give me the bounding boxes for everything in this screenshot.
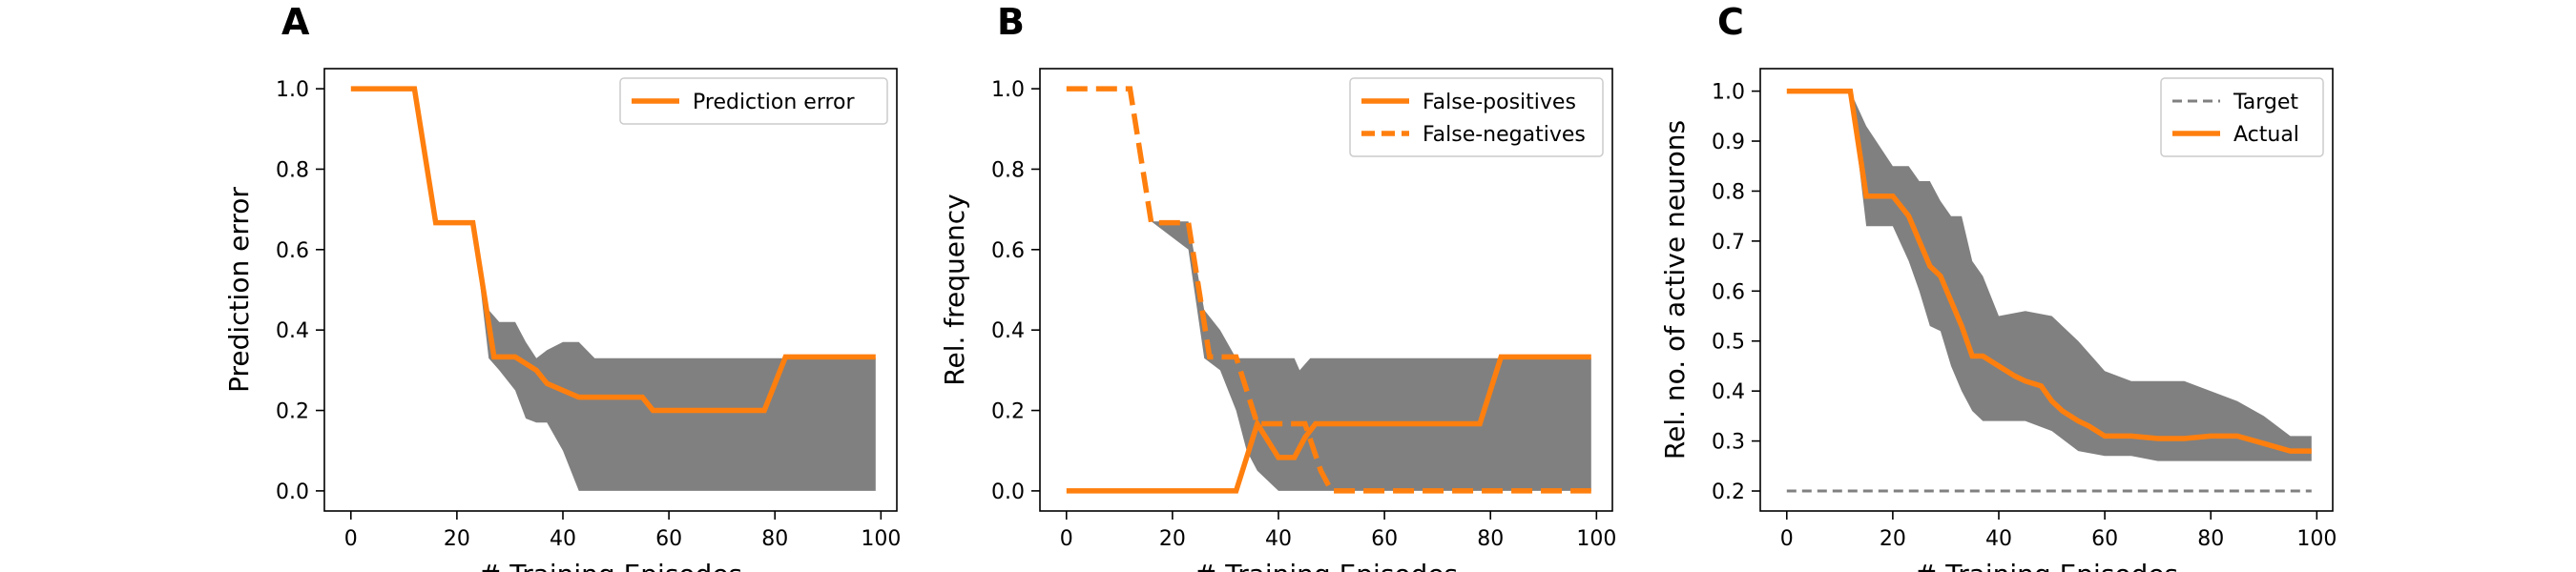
y-axis-label: Prediction error <box>223 187 255 393</box>
legend-label: Prediction error <box>693 91 855 114</box>
axes-frame <box>1759 68 2334 512</box>
y-tick-label: 0.8 <box>1712 180 1745 204</box>
legend-box <box>1349 77 1604 157</box>
x-axis-label: # Training Episodes <box>1195 559 1458 572</box>
y-tick-label: 0.6 <box>1712 280 1745 304</box>
variability-band <box>1786 91 2312 461</box>
y-tick-label: 1.0 <box>1712 81 1745 105</box>
y-tick-label: 0.4 <box>991 319 1025 343</box>
x-tick-label: 60 <box>2091 527 2118 551</box>
x-tick-label: 80 <box>2197 527 2224 551</box>
x-tick-label: 80 <box>761 527 788 551</box>
x-tick-label: 40 <box>550 527 576 551</box>
legend-box <box>619 77 888 125</box>
variability-band <box>350 89 876 491</box>
series-line-actual <box>1786 88 2312 454</box>
legend-box <box>2160 77 2324 157</box>
y-axis-label: Rel. frequency <box>939 194 970 385</box>
y-tick-label: 0.0 <box>991 480 1025 504</box>
x-tick-label: 100 <box>1576 527 1616 551</box>
legend-label: Target <box>2233 91 2298 114</box>
y-tick-label: 0.4 <box>276 319 309 343</box>
legend: Target Actual <box>2160 77 2324 157</box>
x-tick-label: 0 <box>1780 527 1794 551</box>
series-line-false-negatives <box>1066 86 1591 494</box>
y-tick-label: 0.5 <box>1712 331 1745 355</box>
y-tick-label: 1.0 <box>991 78 1025 102</box>
y-tick-label: 0.4 <box>1712 380 1745 404</box>
x-axis-label: # Training Episodes <box>1915 559 2178 572</box>
y-tick-label: 0.9 <box>1712 131 1745 154</box>
chart-panel-c: 0 20 40 60 80 100 0.2 0.3 0.4 0.5 0.6 0.7 0.8 0.9 1.0 #… <box>1659 1 2337 572</box>
series-line-prediction-error <box>350 86 876 414</box>
x-tick-label: 80 <box>1477 527 1504 551</box>
y-tick-label: 1.0 <box>276 78 309 102</box>
x-tick-label: 60 <box>1371 527 1398 551</box>
x-tick-label: 20 <box>1880 527 1906 551</box>
y-tick-label: 0.2 <box>276 400 309 424</box>
x-tick-label: 0 <box>1060 527 1073 551</box>
y-tick-label: 0.6 <box>991 239 1025 263</box>
y-tick-label: 0.8 <box>991 158 1025 182</box>
x-tick-label: 0 <box>344 527 358 551</box>
legend: False-positives False-negatives <box>1349 77 1604 157</box>
series-line-false-positives <box>1066 354 1591 494</box>
x-tick-label: 100 <box>2296 527 2337 551</box>
x-tick-label: 40 <box>1265 527 1292 551</box>
axes-frame <box>1039 68 1613 512</box>
y-tick-label: 0.2 <box>1712 480 1745 504</box>
panel-label: C <box>1717 1 1744 43</box>
legend-label: Actual <box>2233 123 2299 147</box>
y-axis-label: Rel. no. of active neurons <box>1659 120 1691 460</box>
y-tick-label: 0.3 <box>1712 431 1745 455</box>
panel-label: A <box>281 1 310 43</box>
x-tick-label: 60 <box>655 527 682 551</box>
x-tick-label: 100 <box>861 527 901 551</box>
legend-label: False-positives <box>1423 91 1576 114</box>
y-tick-label: 0.6 <box>276 239 309 263</box>
y-tick-label: 0.0 <box>276 480 309 504</box>
legend-label: False-negatives <box>1423 123 1586 147</box>
variability-band <box>1066 89 1591 491</box>
x-tick-label: 20 <box>444 527 470 551</box>
y-tick-label: 0.2 <box>991 400 1025 424</box>
chart-panel-b: 0 20 40 60 80 100 0.0 0.2 0.4 0.6 0.8 1.0 # Training… <box>939 1 1616 572</box>
legend: Prediction error <box>619 77 888 125</box>
y-tick-label: 0.8 <box>276 158 309 182</box>
x-tick-label: 40 <box>1985 527 2012 551</box>
axes-frame <box>323 68 898 512</box>
panel-label: B <box>997 1 1025 43</box>
y-tick-label: 0.7 <box>1712 231 1745 255</box>
chart-panel-a: 0 20 40 60 80 100 0.0 0.2 0.4 0.6 0.8 1.0 # Training… <box>223 1 901 572</box>
x-axis-label: # Training Episodes <box>479 559 742 572</box>
x-tick-label: 20 <box>1159 527 1186 551</box>
